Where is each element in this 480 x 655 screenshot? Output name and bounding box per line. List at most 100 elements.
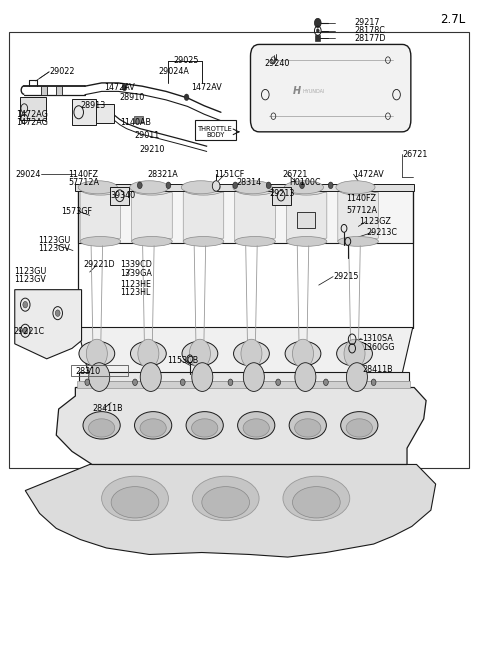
Circle shape: [23, 328, 28, 334]
Text: 28310: 28310: [75, 367, 100, 376]
Text: 29024: 29024: [16, 170, 41, 179]
Text: 29213: 29213: [270, 189, 295, 198]
Text: 1123GZ: 1123GZ: [360, 217, 391, 227]
Text: 28314: 28314: [236, 178, 261, 187]
Circle shape: [85, 379, 90, 386]
Ellipse shape: [202, 487, 250, 518]
Circle shape: [228, 379, 233, 386]
Bar: [56, 86, 61, 95]
Polygon shape: [235, 189, 276, 242]
Polygon shape: [75, 184, 414, 191]
Text: 1472AV: 1472AV: [192, 83, 222, 92]
Text: 29025: 29025: [173, 56, 199, 66]
Ellipse shape: [346, 419, 372, 437]
Ellipse shape: [80, 183, 120, 195]
Text: 29217: 29217: [355, 18, 380, 28]
Text: THROTTLE: THROTTLE: [198, 126, 233, 132]
Ellipse shape: [79, 341, 115, 366]
Text: 1472AV: 1472AV: [104, 83, 135, 92]
Text: 28411B: 28411B: [362, 365, 393, 374]
Circle shape: [316, 29, 319, 33]
Ellipse shape: [131, 341, 166, 366]
Text: 29213C: 29213C: [366, 228, 397, 236]
Text: 1472AG: 1472AG: [16, 111, 48, 119]
Circle shape: [276, 379, 281, 386]
Text: 1153CB: 1153CB: [168, 356, 199, 365]
Circle shape: [266, 182, 271, 189]
Polygon shape: [132, 189, 172, 242]
Polygon shape: [15, 290, 82, 359]
Text: 1140AB: 1140AB: [120, 117, 151, 126]
Ellipse shape: [295, 419, 321, 437]
Text: 1123HE: 1123HE: [120, 280, 151, 289]
Ellipse shape: [182, 341, 218, 366]
Text: 29215: 29215: [333, 272, 359, 281]
Polygon shape: [80, 189, 120, 242]
Circle shape: [138, 339, 159, 368]
Circle shape: [344, 339, 365, 368]
Text: 29240: 29240: [265, 59, 290, 68]
Text: H: H: [293, 86, 301, 96]
Text: 1573GF: 1573GF: [61, 207, 93, 216]
Polygon shape: [56, 388, 426, 464]
Ellipse shape: [88, 419, 115, 437]
Text: 28321A: 28321A: [147, 170, 178, 179]
Text: 28177D: 28177D: [355, 34, 386, 43]
Text: 1123HL: 1123HL: [120, 288, 150, 297]
Text: 29210: 29210: [140, 145, 165, 154]
Bar: [96, 104, 114, 122]
Bar: [72, 99, 96, 125]
Text: 1123GU: 1123GU: [38, 236, 71, 245]
Ellipse shape: [192, 476, 259, 521]
Bar: [315, 35, 320, 41]
Text: 1140FZ: 1140FZ: [68, 170, 98, 179]
Ellipse shape: [111, 487, 159, 518]
Bar: [41, 86, 47, 95]
Circle shape: [295, 363, 316, 392]
Text: 29022: 29022: [49, 67, 74, 77]
Text: 1360GG: 1360GG: [362, 343, 395, 352]
Ellipse shape: [83, 411, 120, 439]
Bar: [79, 381, 409, 386]
Circle shape: [328, 182, 333, 189]
Circle shape: [243, 363, 264, 392]
Ellipse shape: [234, 341, 269, 366]
Text: 57712A: 57712A: [346, 206, 377, 215]
Text: 1140FZ: 1140FZ: [346, 194, 376, 203]
Text: 26721: 26721: [402, 149, 428, 159]
Ellipse shape: [80, 236, 120, 246]
Ellipse shape: [134, 411, 172, 439]
Text: 1123GV: 1123GV: [38, 244, 71, 253]
Circle shape: [192, 363, 213, 392]
Polygon shape: [25, 464, 436, 557]
Circle shape: [324, 379, 328, 386]
Text: 29221C: 29221C: [14, 327, 45, 336]
Ellipse shape: [183, 236, 224, 246]
Circle shape: [314, 18, 321, 28]
Ellipse shape: [285, 341, 321, 366]
Ellipse shape: [186, 411, 223, 439]
Bar: [110, 187, 129, 205]
Polygon shape: [78, 187, 413, 243]
Bar: [77, 381, 410, 388]
Circle shape: [89, 363, 110, 392]
Ellipse shape: [238, 411, 275, 439]
Text: 26721: 26721: [282, 170, 307, 179]
Circle shape: [132, 379, 137, 386]
Circle shape: [371, 379, 376, 386]
Ellipse shape: [292, 487, 340, 518]
Circle shape: [300, 182, 304, 189]
Ellipse shape: [132, 183, 172, 195]
Ellipse shape: [289, 411, 326, 439]
Circle shape: [212, 181, 220, 191]
Ellipse shape: [183, 183, 224, 195]
Text: 1472AG: 1472AG: [16, 118, 48, 127]
Polygon shape: [79, 372, 409, 383]
Polygon shape: [78, 328, 413, 373]
Bar: [273, 187, 290, 205]
Ellipse shape: [338, 236, 378, 246]
Ellipse shape: [233, 181, 272, 194]
Ellipse shape: [286, 236, 327, 246]
FancyBboxPatch shape: [251, 45, 411, 132]
Ellipse shape: [336, 341, 372, 366]
